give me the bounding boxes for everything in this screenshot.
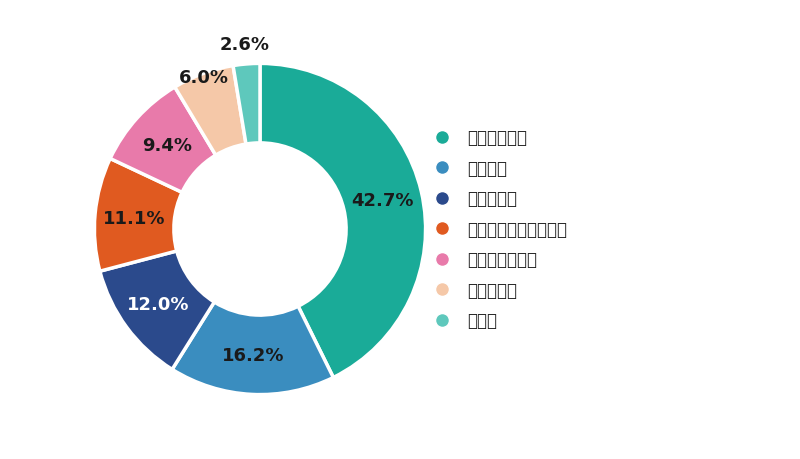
Text: 6.0%: 6.0%	[179, 68, 229, 86]
Text: 9.4%: 9.4%	[142, 136, 192, 154]
Text: 2.6%: 2.6%	[220, 36, 270, 54]
Wedge shape	[94, 159, 182, 272]
Wedge shape	[233, 64, 260, 145]
Text: 11.1%: 11.1%	[103, 209, 166, 227]
Wedge shape	[175, 67, 246, 156]
Legend: 態度が大きい, 頼りない, 世間知らず, 見た目に気を使えない, 何事にも消極的, つまらない, その他: 態度が大きい, 頼りない, 世間知らず, 見た目に気を使えない, 何事にも消極的…	[426, 129, 567, 330]
Text: 42.7%: 42.7%	[351, 192, 414, 210]
Text: 12.0%: 12.0%	[127, 295, 190, 313]
Wedge shape	[172, 302, 334, 395]
Text: 16.2%: 16.2%	[222, 346, 285, 364]
Wedge shape	[110, 88, 216, 193]
Wedge shape	[100, 252, 214, 369]
Wedge shape	[260, 64, 426, 378]
